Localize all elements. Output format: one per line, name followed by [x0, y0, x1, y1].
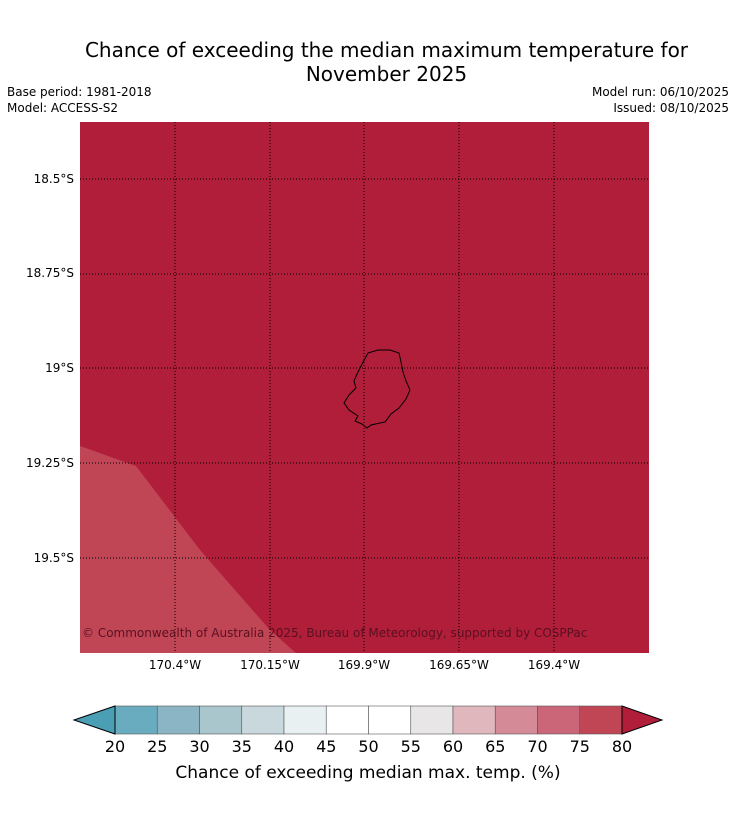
- issued-date: Issued: 08/10/2025: [613, 101, 729, 115]
- colorbar-tick-label: 40: [273, 737, 295, 756]
- base-period: Base period: 1981-2018: [7, 85, 152, 99]
- colorbar-tick-label: 75: [569, 737, 590, 756]
- lat-label: 19.25°S: [26, 456, 74, 470]
- colorbar-swatch: [452, 705, 496, 735]
- model-run: Model run: 06/10/2025: [591, 85, 729, 99]
- colorbar-swatch: [114, 705, 158, 735]
- colorbar-swatch: [283, 705, 327, 735]
- lon-label: 169.65°W: [429, 658, 489, 672]
- colorbar-swatch: [494, 705, 538, 735]
- colorbar-tick-label: 55: [400, 737, 421, 756]
- lat-label: 19.5°S: [33, 551, 74, 565]
- colorbar-swatch: [241, 705, 285, 735]
- lat-label: 18.75°S: [26, 266, 74, 280]
- colorbar-tick-label: 45: [316, 737, 337, 756]
- map-panel: [80, 122, 649, 653]
- graticule: [80, 122, 649, 653]
- lat-label: 19°S: [45, 361, 74, 375]
- colorbar-tick-label: 30: [189, 737, 210, 756]
- lon-label: 170.15°W: [240, 658, 300, 672]
- colorbar-tick-label: 60: [442, 737, 464, 756]
- colorbar-tick-label: 35: [231, 737, 252, 756]
- colorbar-tick-label: 20: [104, 737, 126, 756]
- colorbar-label: Chance of exceeding median max. temp. (%…: [175, 763, 561, 783]
- colorbar-swatch: [579, 705, 623, 735]
- meta-left: Base period: 1981-2018 Model: ACCESS-S2: [7, 84, 152, 116]
- title-line-2: November 2025: [305, 62, 468, 86]
- island-coastline: [343, 349, 411, 429]
- colorbar-swatch: [368, 705, 412, 735]
- colorbar-upper-extend: [621, 705, 664, 735]
- colorbar-swatch: [156, 705, 200, 735]
- colorbar-swatch: [325, 705, 369, 735]
- meta-right: Model run: 06/10/2025 Issued: 08/10/2025: [592, 84, 729, 116]
- model-name: Model: ACCESS-S2: [7, 101, 119, 115]
- colorbar-swatches: [114, 705, 623, 735]
- colorbar-lower-extend: [72, 705, 116, 735]
- copyright-notice: © Commonwealth of Australia 2025, Bureau…: [82, 626, 588, 640]
- colorbar-tick-label: 65: [485, 737, 506, 756]
- lon-label: 169.4°W: [527, 658, 581, 672]
- title-line-1: Chance of exceeding the median maximum t…: [84, 38, 689, 62]
- lat-label: 18.5°S: [33, 172, 74, 186]
- probability-region-corner: [80, 446, 296, 653]
- lon-label: 169.9°W: [337, 658, 391, 672]
- colorbar-swatch: [410, 705, 454, 735]
- colorbar-tick-label: 70: [527, 737, 548, 756]
- colorbar-swatch: [199, 705, 243, 735]
- map-title: Chance of exceeding the median maximum t…: [0, 38, 736, 86]
- colorbar-swatch: [537, 705, 581, 735]
- colorbar-tick-label: 25: [147, 737, 168, 756]
- lon-label: 170.4°W: [148, 658, 202, 672]
- colorbar-tick-label: 50: [358, 737, 379, 756]
- colorbar-tick-label: 80: [611, 737, 633, 756]
